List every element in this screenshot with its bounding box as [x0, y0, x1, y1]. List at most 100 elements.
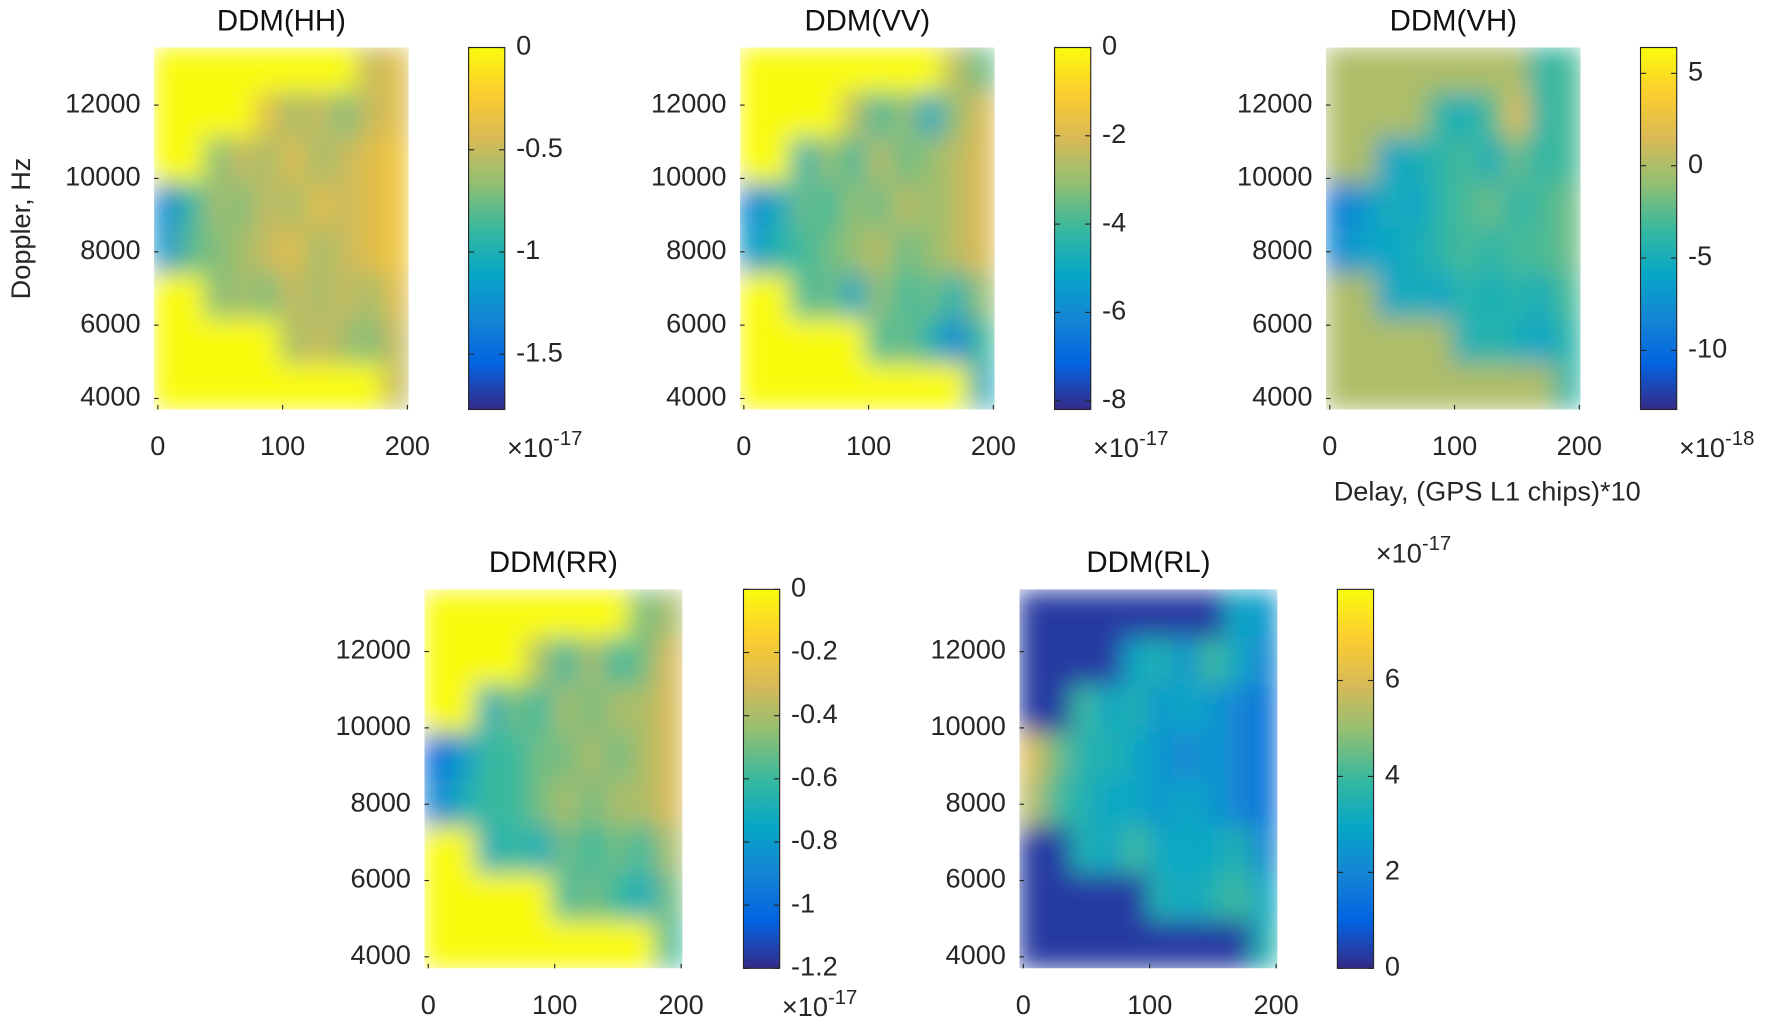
x-tick-label: 100: [846, 430, 891, 461]
x-tick-label: 200: [1557, 430, 1602, 461]
heatmap-cell: [1477, 363, 1505, 410]
colorbar-multiplier: ×10-17: [1093, 428, 1168, 463]
heatmap-cell: [740, 92, 766, 139]
heatmap-cell: [1199, 590, 1227, 640]
x-tick-label: 200: [1253, 989, 1298, 1020]
heatmap-cell: [629, 779, 657, 828]
heatmap-cell: [1528, 227, 1556, 275]
heatmap-cell: [629, 873, 657, 922]
heatmap-cell: [1172, 826, 1200, 875]
heatmap-cell: [1224, 590, 1252, 640]
x-tick-label: 0: [736, 430, 751, 461]
heatmap-cell: [1477, 227, 1505, 275]
y-tick-label: 6000: [666, 307, 726, 338]
heatmap-cell: [1503, 92, 1531, 139]
heatmap-cell: [577, 732, 605, 781]
heatmap-cell: [1350, 318, 1377, 365]
heatmap-cell: [577, 873, 605, 922]
heatmap: [424, 590, 683, 969]
heatmap-cell: [424, 685, 451, 734]
heatmap-cell: [1224, 638, 1252, 687]
heatmap-cell: [424, 732, 451, 781]
heatmap-cell: [500, 826, 528, 875]
heatmap-cell: [552, 590, 580, 640]
heatmap-cell: [1172, 638, 1200, 687]
heatmap-cell: [764, 363, 791, 410]
heatmap-cell: [1427, 92, 1455, 139]
heatmap-cell: [552, 685, 580, 734]
heatmap-cell: [1251, 826, 1278, 875]
heatmap-cell: [1147, 685, 1175, 734]
heatmap-cell: [527, 685, 555, 734]
heatmap-cell: [1147, 873, 1175, 922]
heatmap-cell: [604, 873, 632, 922]
heatmap-cell: [1122, 638, 1150, 687]
multiplier-base: ×10: [507, 432, 553, 463]
heatmap-cell: [154, 363, 180, 410]
heatmap-cell: [229, 137, 256, 184]
heatmap-cell: [740, 182, 766, 230]
heatmap-cell: [1503, 227, 1531, 275]
x-tick-label: 0: [1016, 989, 1031, 1020]
heatmap-cell: [764, 47, 791, 94]
heatmap-cell: [1147, 826, 1175, 875]
heatmap-cell: [1043, 873, 1071, 922]
heatmap-cell: [1376, 47, 1403, 94]
heatmap-cell: [255, 47, 283, 94]
heatmap-cell: [280, 363, 308, 410]
heatmap-cell: [1326, 273, 1352, 320]
y-tick-label: 8000: [1252, 234, 1312, 265]
heatmap-cell: [841, 47, 869, 94]
heatmap-cell: [629, 920, 657, 969]
heatmap-cell: [1326, 227, 1352, 275]
heatmap-cell: [1401, 227, 1428, 275]
heatmap-cell: [1122, 779, 1150, 828]
colorbar-tick-label: -2: [1102, 118, 1126, 149]
heatmap-cell: [500, 732, 528, 781]
heatmap-cell: [891, 47, 919, 94]
multiplier-base: ×10: [782, 991, 828, 1022]
heatmap-cell: [255, 363, 283, 410]
colorbar-tick-label: -0.8: [791, 824, 838, 855]
heatmap-cells: [424, 590, 683, 969]
heatmap-cell: [1251, 638, 1278, 687]
heatmap-cell: [815, 92, 842, 139]
heatmap-cell: [1350, 137, 1377, 184]
heatmap-cell: [866, 92, 894, 139]
heatmap-cell: [1376, 137, 1403, 184]
heatmap-cell: [1019, 732, 1046, 781]
heatmap-cell: [382, 182, 409, 230]
heatmap-cell: [1122, 590, 1150, 640]
heatmap-cell: [1452, 318, 1480, 365]
colorbar-tick-label: 0: [791, 572, 806, 603]
heatmap-cell: [1043, 590, 1071, 640]
heatmap-cell: [424, 590, 451, 640]
heatmap-cell: [204, 182, 232, 230]
heatmap-cell: [629, 732, 657, 781]
heatmap-cell: [1019, 590, 1046, 640]
heatmap-cell: [942, 92, 970, 139]
heatmap-cell: [1477, 318, 1505, 365]
y-tick-label: 6000: [351, 863, 411, 894]
heatmap-cell: [841, 273, 869, 320]
heatmap-cell: [790, 363, 817, 410]
y-tick-label: 6000: [1252, 307, 1312, 338]
heatmap-cell: [656, 732, 683, 781]
heatmap-cell: [604, 685, 632, 734]
heatmap-cell: [577, 685, 605, 734]
heatmap: [740, 47, 995, 410]
heatmap-cell: [1070, 638, 1098, 687]
heatmap-cell: [764, 318, 791, 365]
heatmap-cell: [577, 590, 605, 640]
heatmap-cell: [229, 363, 256, 410]
heatmap-cell: [1376, 273, 1403, 320]
heatmap-cell: [331, 273, 359, 320]
heatmap-cell: [331, 47, 359, 94]
heatmap-cell: [356, 273, 384, 320]
heatmap-cell: [280, 137, 308, 184]
heatmap-cell: [917, 273, 945, 320]
heatmap-cell: [229, 47, 256, 94]
heatmap-cell: [229, 318, 256, 365]
heatmap-cell: [305, 318, 333, 365]
heatmap-cell: [841, 182, 869, 230]
